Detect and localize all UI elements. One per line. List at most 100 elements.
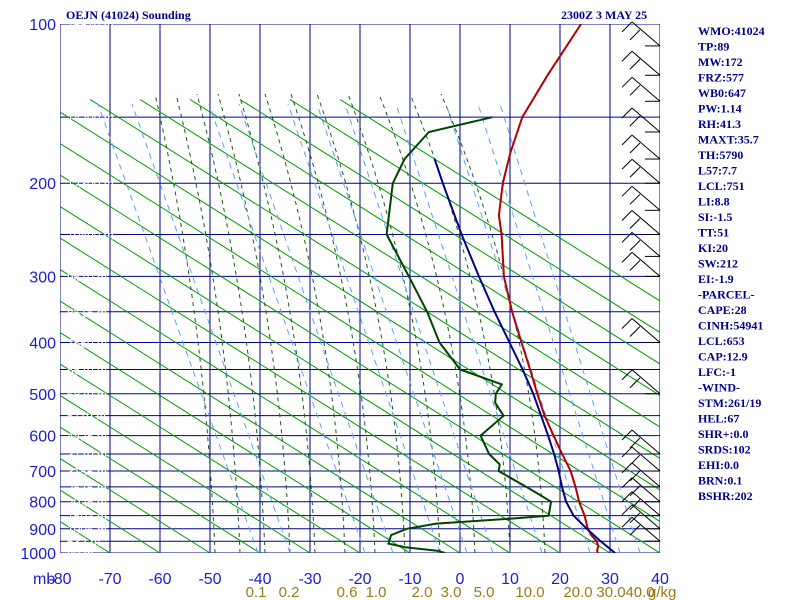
mixing-ratio-line (395, 103, 543, 553)
index-line: CAPE:28 (698, 303, 747, 317)
temperature-tick-label: -50 (198, 571, 221, 588)
wind-barb-flag (621, 462, 633, 474)
pressure-tick-label: 100 (29, 17, 56, 34)
pressure-tick-label: 300 (29, 269, 56, 286)
height-label: 10890 m (67, 229, 114, 243)
mixing-ratio-label: 2.0 (412, 584, 433, 600)
index-line: LFC:-1 (698, 365, 736, 379)
wind-barb-staff (631, 232, 661, 257)
wind-barb-staff (631, 516, 661, 542)
wind-barb-staff (631, 134, 661, 160)
moist-adiabat-line (378, 93, 476, 553)
mixing-ratio-line (316, 103, 468, 553)
wind-barb-flag (629, 499, 641, 511)
height-label: 9610 m (67, 270, 107, 284)
series-line-0 (497, 24, 600, 553)
wind-barb-flag (621, 477, 633, 489)
height-label: 7550 m (67, 336, 107, 350)
index-line: STM:261/19 (698, 396, 761, 410)
dry-adiabat-line (60, 363, 361, 553)
wind-barb-staff (631, 185, 661, 211)
temperature-tick-label: -60 (148, 571, 171, 588)
wind-barb-flag (629, 29, 641, 41)
wind-barb-flag (621, 185, 633, 197)
temperature-tick-label: 30 (601, 571, 619, 588)
temperature-tick-label: -80 (48, 571, 71, 588)
mixing-ratio-line (97, 103, 259, 553)
wind-barb-flag (621, 491, 633, 503)
wind-barb-flag (621, 516, 633, 528)
pressure-tick-label: 1000 (20, 546, 56, 563)
mixing-ratio-label: 1.0 (366, 584, 387, 600)
moist-adiabat-line (264, 93, 346, 553)
chart-series (385, 24, 616, 553)
mixing-ratio-line (287, 103, 441, 553)
index-line: RH:41.3 (698, 117, 741, 131)
dry-adiabat-line (60, 111, 660, 491)
wind-barb-flag (621, 429, 633, 441)
pressure-tick-label: 900 (29, 522, 56, 539)
mixing-ratio-label: 30.0 (596, 584, 625, 600)
wind-barb-staff (631, 210, 661, 235)
moist-adiabat-line (196, 93, 266, 553)
mixing-ratio-label: 10.0 (515, 584, 544, 600)
wind-barb-flag (621, 50, 633, 62)
wind-barb-flag (621, 232, 633, 243)
wind-barb-flag (629, 437, 641, 449)
wind-barb-flag (621, 76, 633, 88)
series-line-2 (433, 158, 616, 553)
wind-barb-flag (621, 369, 633, 381)
wind-barb-flag (621, 210, 633, 221)
index-line: L57:7.7 (698, 164, 737, 178)
index-line: KI:20 (698, 241, 728, 255)
dry-adiabat-line (60, 394, 311, 553)
pressure-tick-label: 200 (29, 176, 56, 193)
wind-barb-flag (621, 158, 633, 170)
wind-barb-flag (629, 115, 641, 127)
wind-barb-flag (629, 240, 641, 251)
moist-adiabat-line (154, 93, 216, 553)
dry-adiabat-line (289, 98, 660, 334)
wind-barb-staff (631, 252, 661, 277)
height-label: 5870 m (67, 388, 107, 402)
index-line: LCL:653 (698, 334, 745, 348)
index-line: BSHR:202 (698, 489, 753, 503)
moist-adiabat-line (217, 93, 291, 553)
index-line: LCL:751 (698, 179, 745, 193)
temperature-tick-label: -30 (298, 571, 321, 588)
index-line: HEL:67 (698, 412, 739, 426)
wind-barb-flag (629, 260, 641, 271)
wind-barb-flag (629, 142, 641, 154)
temperature-tick-label: 40 (651, 571, 669, 588)
wind-barb-staff (631, 491, 661, 517)
temperature-tick-label: -20 (348, 571, 371, 588)
dry-adiabat-line (60, 142, 660, 523)
index-line: TT:51 (698, 226, 729, 240)
index-line: SHR+:0.0 (698, 427, 749, 441)
mixing-ratio-label: 0.2 (279, 584, 300, 600)
dry-adiabat-line (0, 99, 10, 553)
moist-adiabat-line (316, 93, 406, 553)
index-line: PW:1.14 (698, 102, 742, 116)
wind-barb-staff (631, 477, 661, 503)
mixing-ratio-line (499, 103, 641, 553)
wind-barb-staff (631, 369, 661, 395)
wind-barb-flag (629, 485, 641, 497)
index-line: WB0:647 (698, 86, 746, 100)
dry-adiabat-line (60, 331, 411, 553)
height-label: 14200 m (67, 111, 114, 125)
dry-adiabat-line (60, 552, 61, 553)
pressure-tick-label: 600 (29, 429, 56, 446)
station-title: OEJN (41024) Sounding (66, 8, 191, 22)
height-label: 12300 m (67, 177, 114, 191)
wind-barb-flag (629, 58, 641, 70)
wind-barbs (621, 21, 661, 542)
wind-barb-flag (621, 504, 633, 516)
wind-barb-staff (631, 158, 661, 184)
dry-adiabat-line (339, 98, 660, 302)
pressure-tick-label: 800 (29, 495, 56, 512)
index-line: CINH:54941 (698, 319, 763, 333)
